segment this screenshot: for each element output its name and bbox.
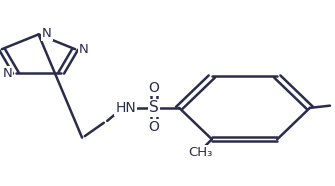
Text: O: O: [149, 81, 159, 95]
Text: CH₃: CH₃: [188, 146, 212, 159]
Text: N: N: [3, 67, 12, 80]
Text: N: N: [79, 43, 88, 56]
Text: N: N: [42, 27, 52, 40]
Text: HN: HN: [115, 101, 136, 115]
Text: O: O: [149, 120, 159, 134]
Text: S: S: [149, 100, 159, 115]
